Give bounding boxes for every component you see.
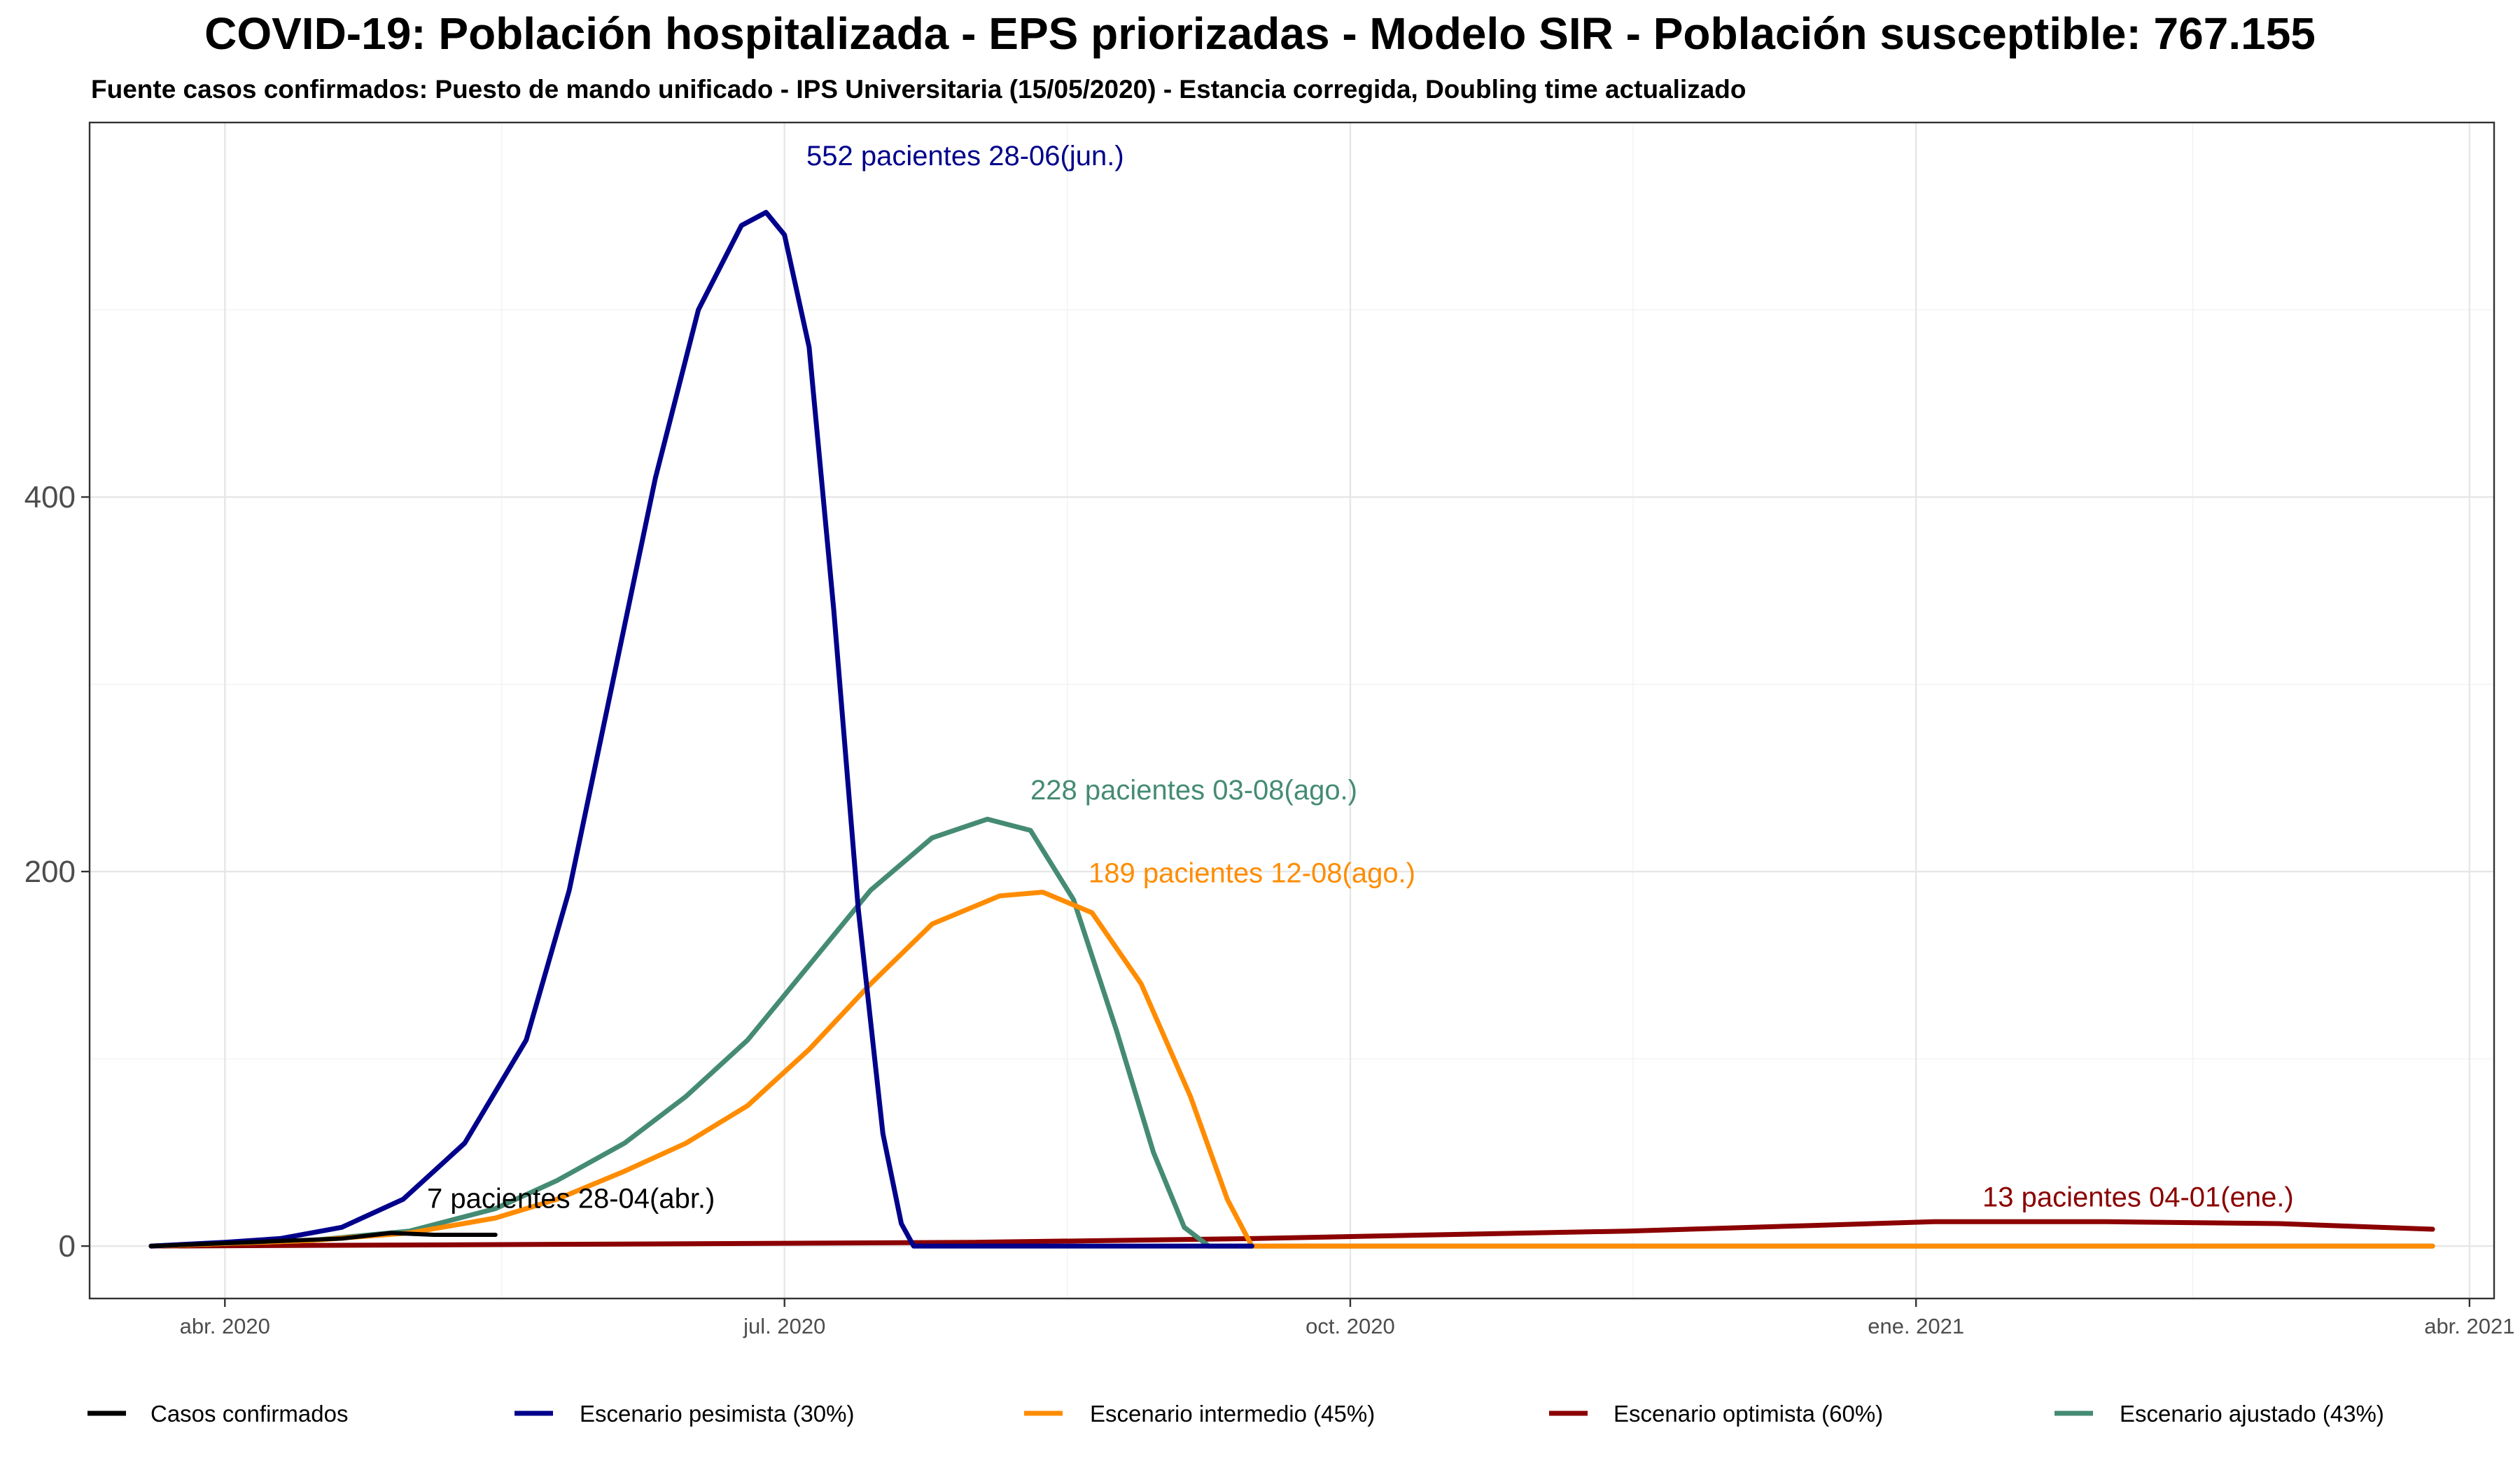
x-tick-label: abr. 2021: [2424, 1314, 2514, 1338]
series-line-escenario-intermedio-45: [148, 890, 2435, 1249]
legend: Casos confirmados Escenario pesimista (3…: [88, 1401, 2384, 1427]
series-line-casos-confirmados: [148, 1231, 498, 1249]
legend-item-escenario-pesimista: Escenario pesimista (30%): [514, 1401, 855, 1427]
chart-title: COVID-19: Población hospitalizada - EPS …: [204, 8, 2316, 59]
series-layer: [148, 209, 2435, 1249]
x-tick-label: oct. 2020: [1306, 1314, 1395, 1338]
x-tick-label: abr. 2020: [180, 1314, 270, 1338]
y-tick-label: 200: [24, 855, 76, 889]
legend-item-casos-confirmados: Casos confirmados: [88, 1401, 348, 1427]
annotation-layer: 552 pacientes 28-06(jun.) 228 pacientes 0…: [427, 141, 2294, 1214]
annotation-label: 189 pacientes 12-08(ago.): [1088, 858, 1415, 888]
legend-label-casos-confirmados: Casos confirmados: [150, 1401, 348, 1427]
y-tick-label: 400: [24, 480, 76, 514]
grid-lines: [90, 122, 2494, 1298]
annotation-label: 13 pacientes 04-01(ene.): [1982, 1182, 2294, 1212]
legend-item-escenario-ajustado: Escenario ajustado (43%): [2054, 1401, 2384, 1427]
chart-subtitle: Fuente casos confirmados: Puesto de mand…: [91, 75, 1746, 104]
plot-panel-border: [88, 121, 2496, 1300]
annotation-label: 552 pacientes 28-06(jun.): [806, 141, 1124, 172]
legend-label-escenario-pesimista: Escenario pesimista (30%): [580, 1401, 855, 1427]
axis-layer: 0 200 400 abr. 2020 jul. 2020 oct. 2020 ene. 2…: [24, 480, 2515, 1338]
x-tick-label: jul. 2020: [743, 1314, 825, 1338]
series-line-escenario-ajustado-43: [148, 816, 2435, 1249]
legend-item-escenario-intermedio: Escenario intermedio (45%): [1024, 1401, 1375, 1427]
annotation-label: 228 pacientes 03-08(ago.): [1030, 775, 1357, 806]
series-line-escenario-pesimista-30: [148, 209, 1254, 1249]
series-line-escenario-optimista-60: [148, 1219, 2435, 1249]
legend-label-escenario-intermedio: Escenario intermedio (45%): [1090, 1401, 1375, 1427]
x-tick-label: ene. 2021: [1868, 1314, 1964, 1338]
legend-label-escenario-ajustado: Escenario ajustado (43%): [2120, 1401, 2384, 1427]
legend-label-escenario-optimista: Escenario optimista (60%): [1614, 1401, 1883, 1427]
y-tick-label: 0: [59, 1229, 76, 1264]
annotation-label: 7 pacientes 28-04(abr.): [427, 1183, 715, 1214]
legend-item-escenario-optimista: Escenario optimista (60%): [1549, 1401, 1883, 1427]
